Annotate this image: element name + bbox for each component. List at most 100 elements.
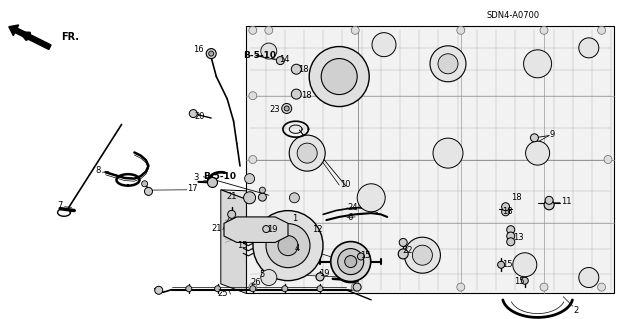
- Text: 2: 2: [573, 306, 579, 315]
- Text: 18: 18: [301, 91, 312, 100]
- Text: SDN4-A0700: SDN4-A0700: [486, 11, 540, 20]
- Text: 24: 24: [348, 203, 358, 212]
- Circle shape: [502, 203, 509, 211]
- Circle shape: [207, 177, 218, 188]
- Circle shape: [457, 283, 465, 291]
- Text: 17: 17: [187, 184, 198, 193]
- Circle shape: [507, 232, 515, 240]
- Circle shape: [186, 286, 192, 292]
- Text: 16: 16: [193, 45, 204, 54]
- Circle shape: [498, 261, 504, 268]
- Circle shape: [545, 196, 553, 204]
- Circle shape: [316, 273, 324, 281]
- Text: 18: 18: [511, 193, 522, 202]
- Circle shape: [598, 26, 605, 34]
- Text: 1: 1: [292, 214, 297, 223]
- Circle shape: [249, 219, 257, 227]
- Text: 21: 21: [227, 192, 237, 201]
- Text: 26: 26: [251, 278, 262, 287]
- Text: 18: 18: [502, 207, 513, 216]
- Circle shape: [404, 237, 440, 273]
- Text: B-5-10: B-5-10: [204, 172, 237, 181]
- Circle shape: [250, 286, 256, 292]
- Text: 18: 18: [298, 65, 308, 74]
- Circle shape: [457, 26, 465, 34]
- Circle shape: [544, 200, 554, 210]
- Circle shape: [412, 245, 433, 265]
- Circle shape: [209, 51, 214, 56]
- Circle shape: [253, 211, 323, 281]
- Text: 14: 14: [279, 55, 289, 63]
- Circle shape: [579, 268, 599, 287]
- Circle shape: [289, 193, 300, 203]
- Circle shape: [579, 38, 599, 58]
- Text: 15: 15: [515, 277, 525, 286]
- Text: 10: 10: [340, 180, 351, 189]
- Circle shape: [244, 174, 255, 184]
- Circle shape: [598, 283, 605, 291]
- Text: 20: 20: [194, 112, 204, 121]
- Circle shape: [507, 238, 515, 246]
- Circle shape: [214, 286, 221, 292]
- Text: 22: 22: [402, 246, 412, 255]
- Circle shape: [263, 226, 269, 233]
- Circle shape: [525, 141, 550, 165]
- Circle shape: [282, 286, 288, 292]
- Circle shape: [513, 253, 537, 277]
- Circle shape: [249, 283, 257, 291]
- Circle shape: [261, 270, 277, 286]
- Text: 3: 3: [193, 173, 198, 182]
- Circle shape: [507, 226, 515, 234]
- Circle shape: [289, 135, 325, 171]
- Circle shape: [244, 192, 255, 204]
- Circle shape: [531, 134, 538, 142]
- Text: 19: 19: [268, 225, 278, 234]
- Circle shape: [433, 138, 463, 168]
- Circle shape: [353, 283, 361, 291]
- Circle shape: [372, 33, 396, 57]
- Text: 7: 7: [58, 201, 63, 210]
- Text: 19: 19: [319, 269, 329, 278]
- Circle shape: [291, 64, 301, 74]
- Text: 8: 8: [96, 167, 101, 175]
- Text: 23: 23: [269, 105, 280, 114]
- Circle shape: [276, 56, 284, 65]
- Circle shape: [540, 283, 548, 291]
- Circle shape: [604, 155, 612, 164]
- Circle shape: [540, 26, 548, 34]
- Circle shape: [524, 50, 552, 78]
- Text: 9: 9: [549, 130, 554, 139]
- FancyArrow shape: [9, 25, 51, 49]
- Circle shape: [282, 103, 292, 114]
- Circle shape: [338, 249, 364, 275]
- Text: B-5-10: B-5-10: [243, 51, 276, 60]
- Circle shape: [228, 210, 236, 219]
- Circle shape: [321, 59, 357, 94]
- Circle shape: [266, 224, 310, 268]
- Circle shape: [189, 109, 197, 118]
- Text: 15: 15: [237, 241, 248, 250]
- Circle shape: [398, 249, 408, 259]
- Text: 25: 25: [218, 289, 228, 298]
- Text: 15: 15: [360, 251, 371, 260]
- Circle shape: [145, 187, 152, 196]
- Circle shape: [430, 46, 466, 82]
- Polygon shape: [246, 26, 614, 293]
- Circle shape: [291, 89, 301, 99]
- Circle shape: [259, 187, 266, 193]
- Text: 13: 13: [513, 233, 524, 242]
- Polygon shape: [221, 190, 246, 293]
- Text: 12: 12: [312, 225, 323, 234]
- Text: 21: 21: [211, 224, 221, 233]
- Circle shape: [502, 208, 509, 216]
- Circle shape: [351, 26, 359, 34]
- Circle shape: [345, 256, 356, 268]
- Text: 6: 6: [347, 213, 352, 222]
- Circle shape: [249, 26, 257, 34]
- Circle shape: [297, 143, 317, 163]
- Circle shape: [284, 106, 289, 111]
- Circle shape: [155, 286, 163, 294]
- Circle shape: [331, 241, 371, 282]
- Circle shape: [357, 184, 385, 212]
- Circle shape: [261, 43, 277, 59]
